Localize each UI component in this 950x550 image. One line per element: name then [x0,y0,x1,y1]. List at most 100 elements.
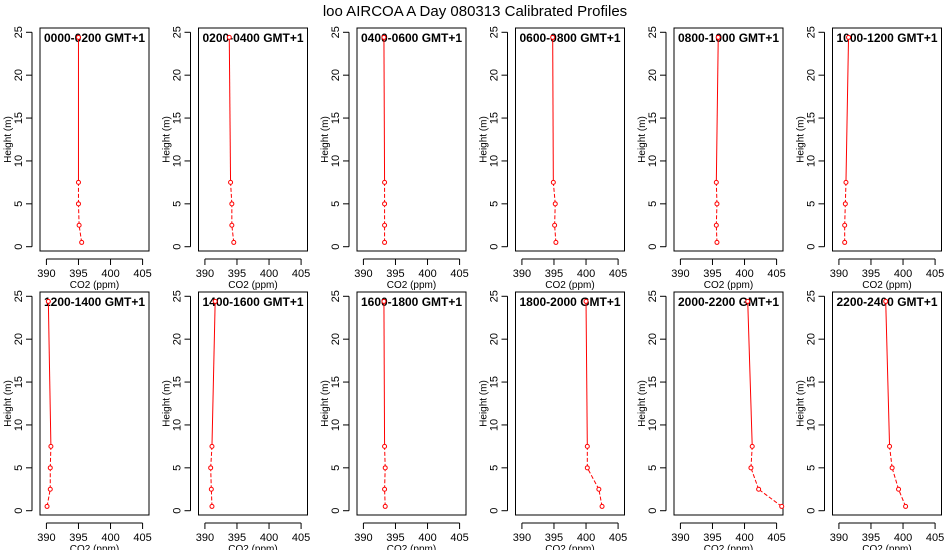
profile-point [842,239,848,245]
profile-point [382,201,388,207]
y-axis-label: Height (m) [479,380,490,427]
x-tick-label: 395 [703,268,721,280]
x-tick-label: 400 [101,532,119,544]
x-axis-label: CO2 (ppm) [704,544,753,550]
y-tick-label: 10 [489,155,501,167]
x-tick-label: 400 [418,268,436,280]
x-tick-label: 400 [894,532,912,544]
x-tick-label: 400 [735,268,753,280]
profile-point [748,465,754,471]
y-tick-label: 0 [806,508,818,514]
profile-point [842,222,848,228]
x-axis-label: CO2 (ppm) [387,280,436,291]
x-axis-label: CO2 (ppm) [228,544,277,550]
x-tick-label: 390 [513,532,531,544]
y-tick-label: 15 [806,376,818,388]
x-tick-label: 390 [513,268,531,280]
x-axis-label: CO2 (ppm) [545,280,594,291]
y-tick-label: 10 [330,155,342,167]
x-tick-label: 405 [450,268,468,280]
profile-panel: 1400-1600 GMT+1 390 395 400 405 CO2 (ppm) 0 5 10… [162,290,311,550]
plot-frame [515,27,625,252]
y-tick-label: 5 [330,465,342,471]
x-tick-label: 390 [830,532,848,544]
x-tick-label: 400 [577,268,595,280]
y-tick-label: 10 [647,419,659,431]
x-tick-label: 405 [292,268,310,280]
x-tick-label: 395 [69,532,87,544]
y-tick-label: 0 [489,508,501,514]
x-tick-label: 395 [386,268,404,280]
profile-segment [715,37,719,183]
y-tick-label: 25 [13,290,25,302]
profile-point [584,443,590,449]
profile-point [48,443,54,449]
panel-title: 1200-1400 GMT+1 [44,295,145,309]
x-tick-label: 395 [862,268,880,280]
profile-segment [715,225,718,243]
profile-panel: 1000-1200 GMT+1 390 395 400 405 CO2 (ppm) 0 5 10… [796,26,945,291]
profile-point [47,486,53,492]
y-tick-label: 5 [489,465,501,471]
y-tick-label: 15 [647,112,659,124]
x-axis-label: CO2 (ppm) [70,280,119,291]
y-tick-label: 5 [806,465,818,471]
x-tick-label: 405 [767,268,785,280]
profile-point [208,465,214,471]
y-tick-label: 10 [806,419,818,431]
profile-point [44,503,50,509]
x-tick-label: 400 [894,268,912,280]
profile-point [714,239,720,245]
y-tick-label: 25 [172,290,184,302]
x-tick-label: 390 [354,532,372,544]
x-tick-label: 395 [545,532,563,544]
profile-point [596,486,602,492]
y-tick-label: 10 [647,155,659,167]
profile-point [883,298,889,304]
y-tick-label: 0 [489,244,501,250]
profile-point [382,443,388,449]
y-tick-label: 20 [806,69,818,81]
y-tick-label: 25 [647,290,659,302]
profile-panel: 1600-1800 GMT+1 390 395 400 405 CO2 (ppm) 0 5 10… [320,290,469,550]
profile-segment [383,37,386,183]
y-tick-label: 25 [330,26,342,38]
y-axis-label: Height (m) [320,380,331,427]
profile-segment [49,446,52,468]
y-tick-label: 25 [330,290,342,302]
y-tick-label: 10 [330,419,342,431]
profile-point [231,239,237,245]
y-tick-label: 5 [647,201,659,207]
profile-segment [78,225,83,243]
y-axis-label: Height (m) [162,116,173,163]
y-tick-label: 5 [489,201,501,207]
x-tick-label: 405 [926,268,944,280]
profile-segment [844,182,847,204]
x-axis-label: CO2 (ppm) [387,544,436,550]
x-tick-label: 400 [260,532,278,544]
profile-point [887,443,893,449]
y-tick-label: 25 [489,290,501,302]
profile-segment [891,467,900,490]
profile-point [745,298,751,304]
y-tick-label: 10 [13,155,25,167]
y-tick-label: 15 [806,112,818,124]
y-tick-label: 0 [647,508,659,514]
profile-segment [885,301,891,447]
y-axis-label: Height (m) [479,116,490,163]
profile-point [79,239,85,245]
profile-segment [47,301,52,447]
profile-point [382,222,388,228]
x-tick-label: 405 [133,268,151,280]
profile-point [715,34,721,40]
y-tick-label: 15 [647,376,659,388]
profile-segment [889,446,893,468]
x-tick-label: 395 [386,532,404,544]
profile-segment [585,301,588,447]
profile-segment [552,182,556,204]
profile-point [842,201,848,207]
profile-point [599,503,605,509]
profile-point [208,486,214,492]
plot-frame [832,27,942,252]
